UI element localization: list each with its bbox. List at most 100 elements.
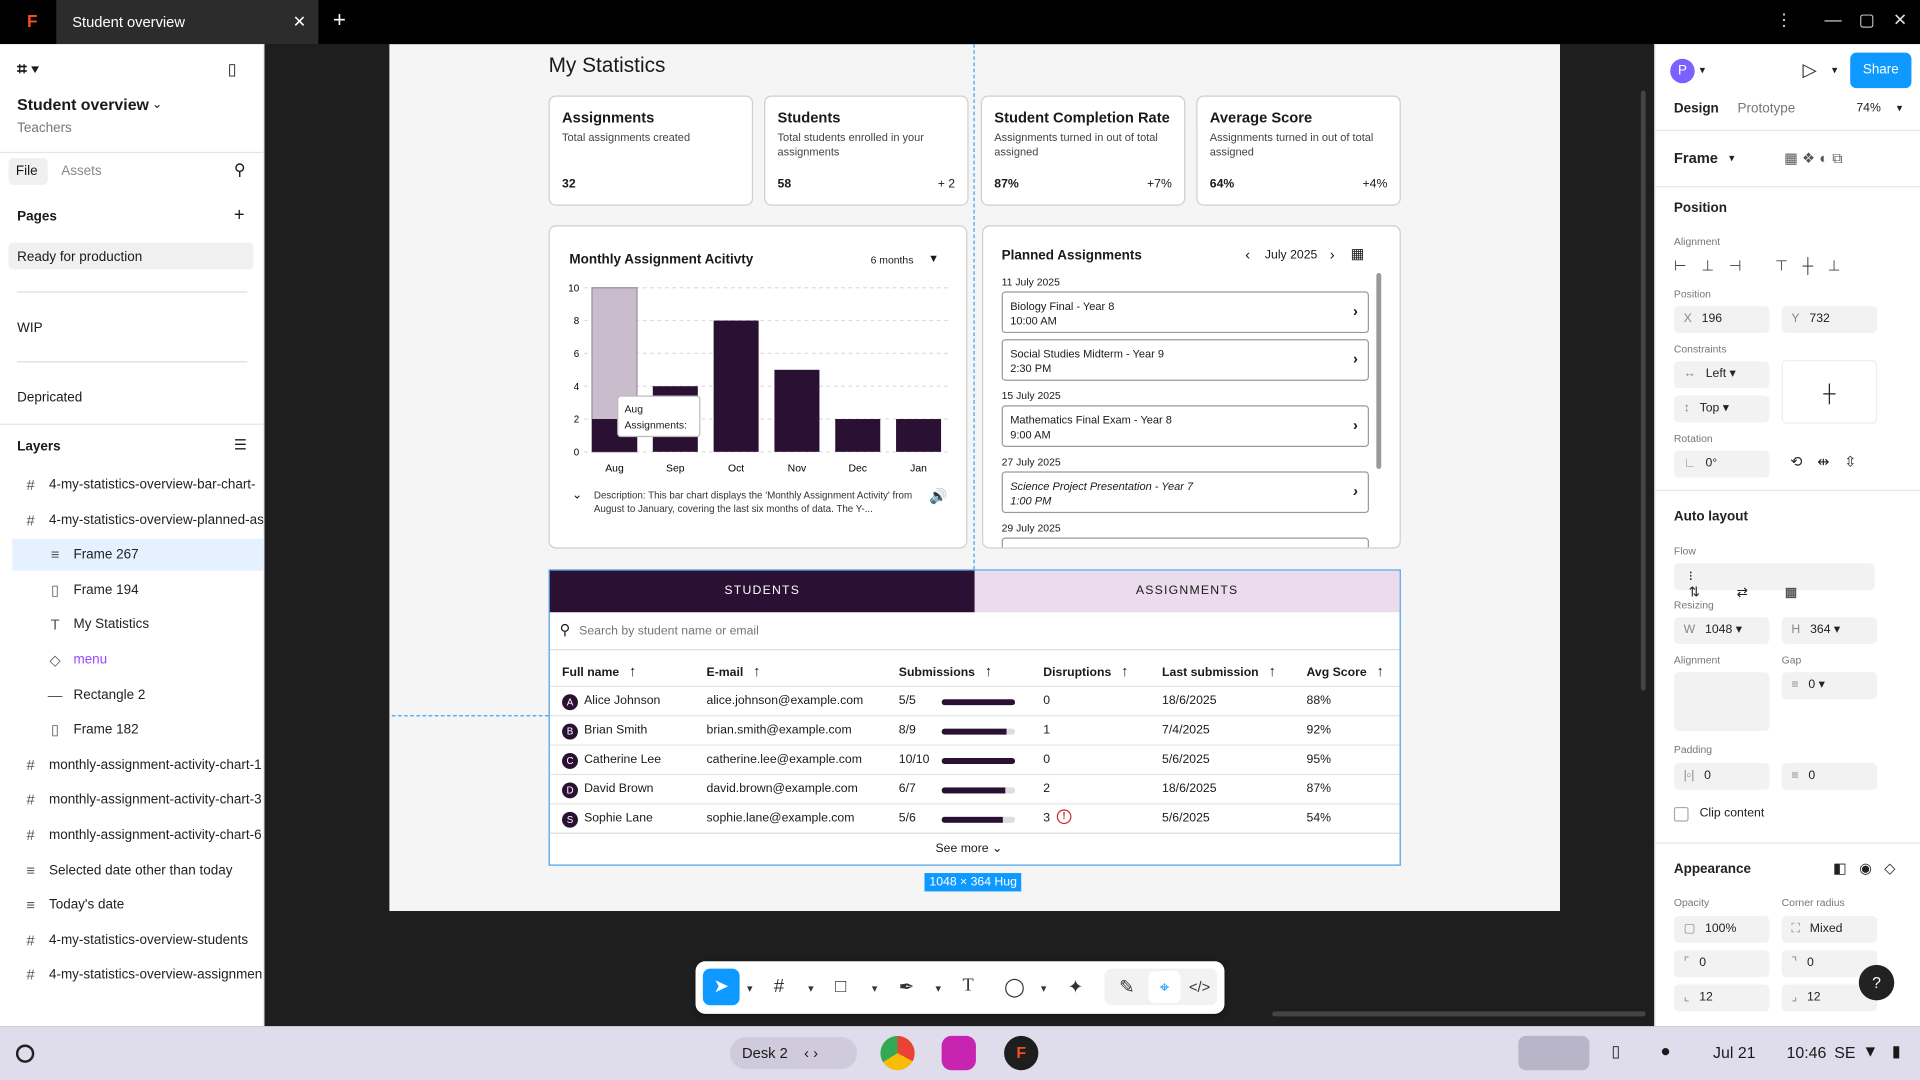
rectangle-tool-icon[interactable]: □ (835, 975, 847, 997)
chevron-down-icon[interactable]: ▾ (935, 982, 942, 995)
minimize-icon[interactable]: — (1824, 9, 1842, 30)
alignment-grid[interactable] (1673, 672, 1770, 732)
scrollbar[interactable] (1376, 273, 1382, 469)
horizontal-constraint-select[interactable]: ↔ Left ▾ (1673, 361, 1770, 389)
close-window-icon[interactable]: ✕ (1893, 9, 1908, 30)
column-header[interactable]: Submissions ↑ (899, 662, 992, 679)
ai-tool-icon[interactable]: ✦ (1067, 977, 1084, 998)
rotation-field[interactable]: ∟ 0° (1673, 450, 1770, 478)
vertical-constraint-select[interactable]: ↕ Top ▾ (1673, 395, 1770, 423)
move-tool-icon[interactable]: ➤ (702, 968, 740, 1006)
tab-students[interactable]: STUDENTS (549, 570, 975, 613)
student-search-input[interactable] (579, 619, 1363, 642)
design-canvas[interactable]: My Statistics Assignments Total assignmen… (264, 44, 1655, 1027)
layer-item[interactable]: #4-my-statistics-overview-bar-chart- (0, 469, 263, 501)
layer-item[interactable]: # monthly-assignment-activity-chart-1 (0, 749, 263, 781)
flip-icons[interactable]: ⟲⇹⇳ (1790, 453, 1872, 471)
bar[interactable] (835, 419, 881, 452)
launcher-icon[interactable] (15, 1044, 35, 1063)
chevron-right-icon[interactable]: › (1353, 302, 1358, 320)
tab-assets[interactable]: Assets (61, 164, 102, 179)
chevron-down-icon[interactable]: ▾ (746, 982, 753, 995)
text-tool-icon[interactable]: T (962, 975, 974, 996)
appointment-item[interactable]: Social Studies Midterm - Year 9 2:30 PM › (1001, 339, 1369, 381)
flow-options-icon[interactable]: ⁝⇅⇄▦ (1673, 563, 1875, 600)
page-item-ready[interactable]: Ready for production (8, 242, 254, 270)
column-header[interactable]: Last submission ↑ (1162, 662, 1276, 679)
next-month-icon[interactable]: › (1329, 246, 1335, 264)
page-item-wip[interactable]: WIP (17, 320, 43, 336)
chevron-right-icon[interactable]: › (1353, 482, 1358, 500)
prev-month-icon[interactable]: ‹ (1245, 246, 1251, 264)
tray-status-icon[interactable]: ● (1660, 1040, 1671, 1061)
wifi-icon[interactable]: ▼ (1862, 1042, 1879, 1061)
vertical-scrollbar[interactable] (1640, 90, 1646, 691)
tray-thumbnails[interactable] (1518, 1035, 1590, 1071)
chevron-down-icon[interactable]: ▾ (1040, 982, 1047, 995)
taskbar-region[interactable]: SE (1834, 1043, 1856, 1062)
clip-content-checkbox[interactable] (1673, 806, 1689, 822)
user-avatar[interactable]: P (1670, 58, 1695, 84)
maximize-icon[interactable]: ▢ (1858, 9, 1875, 30)
table-row[interactable]: B Brian Smith brian.smith@example.com 8/9 1 7… (549, 715, 1400, 744)
table-row[interactable]: D David Brown david.brown@example.com 6/7 2 1… (549, 773, 1400, 803)
taskbar-date[interactable]: Jul 21 (1713, 1043, 1756, 1062)
search-icon[interactable]: ⚲ (233, 160, 246, 179)
draw-mode-icon[interactable]: ✎ (1119, 977, 1135, 998)
appearance-icons[interactable]: ◧◉◇ (1833, 859, 1908, 877)
close-tab-icon[interactable]: ✕ (292, 12, 307, 31)
corner-radius-field[interactable]: ⛶ Mixed (1781, 915, 1878, 943)
caret-down-icon[interactable]: ▼ (928, 252, 940, 265)
chevron-down-icon[interactable]: ▾ (1896, 101, 1903, 114)
sort-arrow-icon[interactable]: ↑ (984, 662, 993, 680)
tab-assignments[interactable]: ASSIGNMENTS (974, 570, 1400, 613)
help-button[interactable]: ? (1858, 964, 1895, 1001)
opacity-field[interactable]: ▢ 100% (1673, 915, 1770, 943)
appointment-item[interactable]: Mathematics Final Exam - Year 8 9:00 AM › (1001, 405, 1369, 447)
chevron-down-icon[interactable]: ⌄ (151, 97, 163, 112)
comment-tool-icon[interactable]: ◯ (1004, 977, 1025, 998)
chevron-down-icon[interactable]: ▾ (1831, 63, 1838, 76)
layer-item[interactable]: ≡ Today's date (0, 889, 263, 921)
bar[interactable] (713, 320, 759, 452)
chevron-right-icon[interactable]: › (1353, 416, 1358, 434)
new-tab-icon[interactable]: + (333, 7, 346, 32)
radius-tl-field[interactable]: ⌜ 0 (1673, 950, 1770, 978)
taskbar-time[interactable]: 10:46 (1786, 1043, 1827, 1062)
layer-item[interactable]: T My Statistics (0, 609, 263, 641)
expand-chevron-icon[interactable]: ⌄ (571, 488, 583, 503)
sidebar-toggle-icon[interactable]: ▯ (227, 60, 237, 79)
calendar-icon[interactable]: ▦ (1350, 244, 1365, 263)
chevron-down-icon[interactable]: ▾ (1699, 63, 1706, 76)
share-button[interactable]: Share (1850, 52, 1912, 89)
appointment-item[interactable]: Biology Final - Year 8 10:00 AM › (1001, 291, 1369, 334)
page-item-depricated[interactable]: Depricated (17, 390, 83, 406)
chevron-down-icon[interactable]: ▾ (1728, 151, 1735, 165)
column-header[interactable]: Disruptions ↑ (1043, 662, 1128, 679)
bar[interactable] (774, 369, 820, 452)
layer-item[interactable]: ◇ menu (0, 644, 263, 676)
x-field[interactable]: X 196 (1673, 306, 1770, 334)
frame-type-select[interactable]: Frame (1673, 149, 1718, 167)
table-row[interactable]: C Catherine Lee catherine.lee@example.com 1… (549, 744, 1400, 773)
main-menu-icon[interactable]: ⌗ ▾ (17, 58, 39, 79)
more-menu-icon[interactable]: ⋮ (1775, 9, 1793, 30)
see-more-button[interactable]: See more ⌄ (935, 842, 1003, 856)
padding-v-field[interactable]: ≡ 0 (1781, 762, 1878, 790)
y-field[interactable]: Y 732 (1781, 306, 1878, 334)
chrome-app-icon[interactable] (880, 1035, 915, 1071)
figma-app-icon[interactable]: F (1004, 1035, 1039, 1071)
dev-mode-icon[interactable]: </> (1188, 978, 1211, 996)
sort-arrow-icon[interactable]: ↑ (1121, 662, 1129, 680)
padding-h-field[interactable]: |▫| 0 (1673, 762, 1770, 790)
sort-arrow-icon[interactable]: ↑ (753, 662, 761, 680)
statistics-frame[interactable]: My Statistics Assignments Total assignmen… (389, 44, 1561, 912)
chevron-down-icon[interactable]: ▾ (871, 982, 878, 995)
table-row[interactable]: S Sophie Lane sophie.lane@example.com 5/6 3!… (549, 803, 1400, 832)
horizontal-scrollbar[interactable] (1272, 1011, 1646, 1017)
sort-arrow-icon[interactable]: ↑ (629, 662, 637, 680)
column-header[interactable]: Avg Score ↑ (1307, 662, 1384, 679)
width-field[interactable]: W 1048 ▾ (1673, 617, 1770, 645)
appointment-item[interactable]: Science Project Presentation - Year 7 1:0… (1001, 471, 1369, 514)
gap-field[interactable]: ≡ 0 ▾ (1781, 672, 1878, 700)
